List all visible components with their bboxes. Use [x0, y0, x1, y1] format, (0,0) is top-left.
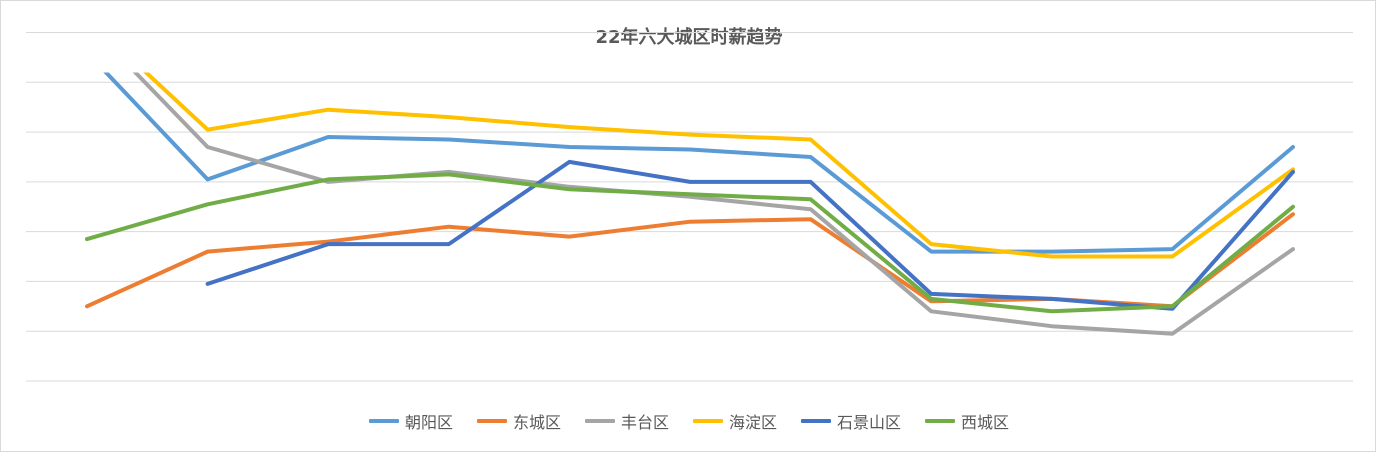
legend-item: 朝阳区	[368, 409, 453, 433]
series-line-4	[205, 159, 1295, 311]
legend-label: 东城区	[512, 413, 561, 432]
gridlines	[26, 32, 1353, 382]
series-lines	[85, 72, 1295, 336]
chart-legend: 朝阳区 东城区 丰台区 海淀区 石景山区 西城区	[1, 409, 1376, 433]
series-line-1	[85, 212, 1295, 309]
series-line-3	[143, 72, 1295, 259]
legend-label: 西城区	[961, 413, 1010, 432]
series-line-0	[103, 72, 1295, 254]
legend-item: 海淀区	[693, 409, 777, 433]
legend-item: 丰台区	[584, 409, 669, 433]
legend-item: 石景山区	[801, 409, 901, 433]
series-line-2	[132, 72, 1295, 336]
legend-swatch	[925, 419, 956, 423]
legend-swatch	[584, 419, 615, 423]
legend-swatch	[801, 419, 832, 423]
legend-item: 东城区	[476, 409, 561, 433]
legend-swatch	[368, 419, 399, 423]
legend-label: 丰台区	[620, 413, 669, 432]
legend-item: 西城区	[925, 409, 1009, 433]
legend-label: 石景山区	[837, 413, 902, 432]
legend-label: 朝阳区	[404, 413, 453, 432]
legend-swatch	[476, 419, 507, 423]
legend-label: 海淀区	[729, 413, 778, 432]
legend-swatch	[693, 419, 723, 423]
series-line-5	[85, 172, 1295, 314]
